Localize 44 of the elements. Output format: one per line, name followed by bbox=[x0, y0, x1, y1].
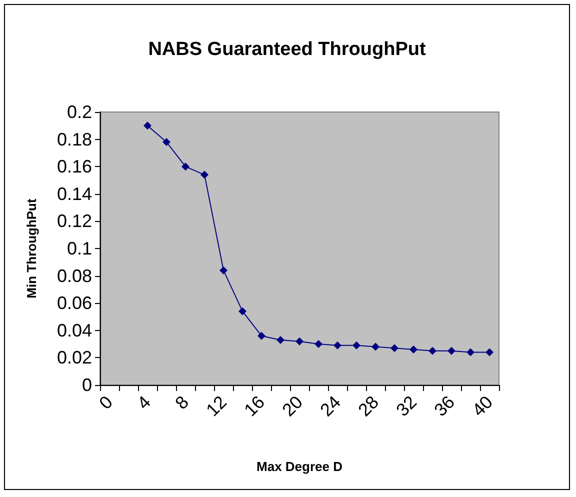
point bbox=[258, 332, 266, 340]
y-tick-label: 0.08 bbox=[56, 266, 92, 286]
x-tick-label: 20 bbox=[278, 392, 307, 420]
point bbox=[486, 348, 494, 356]
point bbox=[314, 340, 322, 348]
x-tick-label: 8 bbox=[171, 392, 193, 414]
point bbox=[390, 344, 398, 352]
point bbox=[276, 336, 284, 344]
y-axis-title: Min ThroughPut bbox=[24, 198, 39, 298]
y-tick-label: 0 bbox=[82, 375, 92, 395]
x-tick-label: 32 bbox=[392, 392, 421, 420]
point bbox=[410, 346, 418, 354]
point bbox=[144, 122, 152, 130]
x-axis-title: Max Degree D bbox=[256, 459, 342, 474]
chart-title: NABS Guaranteed ThroughPut bbox=[148, 39, 426, 60]
point bbox=[372, 342, 380, 351]
point bbox=[220, 266, 228, 274]
point bbox=[296, 337, 304, 346]
x-tick-label: 0 bbox=[95, 392, 117, 414]
y-tick-label: 0.06 bbox=[56, 293, 92, 314]
x-tick-label: 4 bbox=[133, 392, 155, 414]
point bbox=[334, 341, 342, 350]
y-tick-label: 0.1 bbox=[66, 238, 92, 258]
x-tick-label: 28 bbox=[354, 392, 383, 420]
y-tick-label: 0.16 bbox=[56, 156, 92, 177]
y-tick-label: 0.14 bbox=[56, 184, 92, 204]
point bbox=[428, 346, 436, 355]
y-tick-label: 0.2 bbox=[66, 102, 92, 122]
y-tick-label: 0.18 bbox=[56, 129, 92, 150]
x-tick-label: 16 bbox=[240, 392, 269, 420]
point bbox=[448, 346, 456, 355]
y-tick-label: 0.12 bbox=[56, 211, 92, 232]
point bbox=[352, 341, 360, 350]
point bbox=[200, 170, 208, 179]
point bbox=[162, 138, 170, 146]
y-tick-label: 0.02 bbox=[56, 348, 92, 368]
x-tick-label: 12 bbox=[202, 392, 231, 420]
x-tick-label: 24 bbox=[316, 392, 345, 420]
x-tick-label: 40 bbox=[468, 392, 497, 420]
point bbox=[466, 348, 474, 356]
point bbox=[238, 307, 246, 316]
point bbox=[182, 162, 190, 171]
x-tick-label: 36 bbox=[430, 392, 459, 420]
y-tick-label: 0.04 bbox=[56, 320, 92, 340]
